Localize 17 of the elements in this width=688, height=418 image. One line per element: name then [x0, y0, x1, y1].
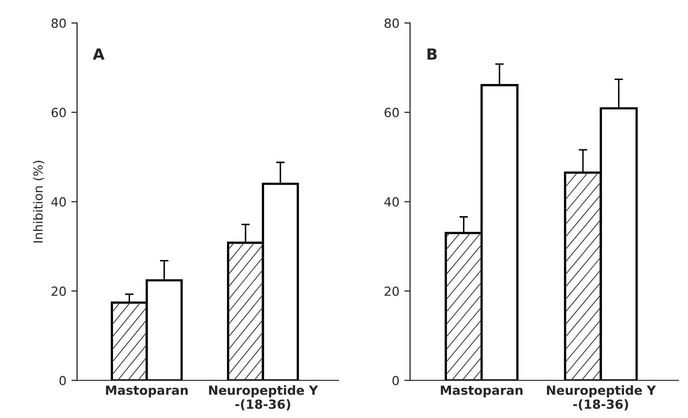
x-tick-label: Neuropeptide Y -(18-36) [209, 385, 318, 410]
y-tick-label: 60 [52, 108, 66, 118]
annotation: B [428, 48, 437, 60]
y-tick-label: 60 [384, 108, 399, 118]
x-tick-label: Neuropeptide Y -(18-36) [546, 385, 656, 410]
y-tick-label: 80 [52, 18, 66, 28]
x-tick-label: Mastoparan [440, 386, 523, 398]
y-tick-label: 40 [51, 197, 66, 207]
y-tick-label: 80 [384, 18, 399, 28]
y-tick-label: 20 [384, 286, 399, 296]
annotation: A [92, 48, 104, 60]
y-axis-title: Inhibition (%) [33, 160, 44, 242]
x-tick-label: Mastoparan [106, 386, 188, 398]
y-tick-label: 40 [384, 197, 399, 207]
y-tick-label: 0 [60, 376, 66, 386]
y-tick-label: 20 [52, 286, 66, 296]
y-tick-label: 0 [392, 376, 399, 386]
